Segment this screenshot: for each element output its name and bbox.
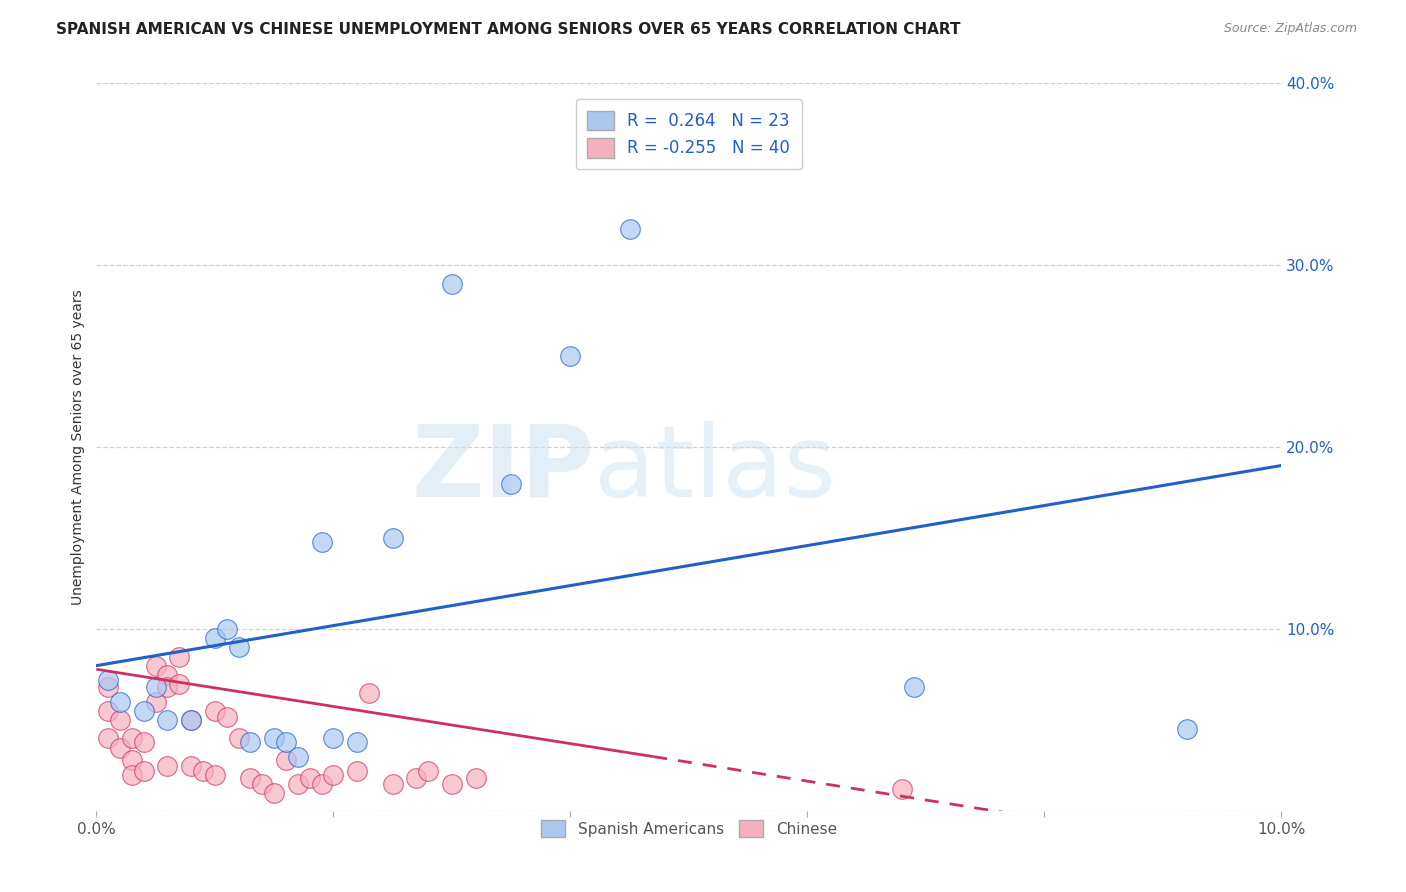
- Point: [381, 777, 404, 791]
- Point: [560, 349, 582, 363]
- Point: [405, 772, 427, 786]
- Point: [97, 681, 120, 695]
- Point: [287, 749, 309, 764]
- Point: [180, 713, 202, 727]
- Point: [274, 753, 297, 767]
- Point: [464, 772, 486, 786]
- Point: [287, 777, 309, 791]
- Point: [180, 758, 202, 772]
- Point: [903, 681, 925, 695]
- Point: [132, 704, 155, 718]
- Legend: Spanish Americans, Chinese: Spanish Americans, Chinese: [534, 814, 844, 844]
- Point: [132, 735, 155, 749]
- Point: [156, 713, 179, 727]
- Point: [97, 704, 120, 718]
- Point: [298, 772, 321, 786]
- Point: [145, 658, 167, 673]
- Point: [322, 731, 344, 746]
- Point: [191, 764, 214, 779]
- Point: [263, 786, 285, 800]
- Point: [311, 535, 333, 549]
- Point: [169, 649, 191, 664]
- Y-axis label: Unemployment Among Seniors over 65 years: Unemployment Among Seniors over 65 years: [72, 289, 86, 605]
- Point: [252, 777, 274, 791]
- Point: [501, 476, 523, 491]
- Point: [108, 695, 131, 709]
- Point: [311, 777, 333, 791]
- Point: [239, 772, 262, 786]
- Point: [346, 735, 368, 749]
- Point: [215, 709, 238, 723]
- Point: [357, 686, 380, 700]
- Point: [346, 764, 368, 779]
- Point: [169, 677, 191, 691]
- Point: [156, 758, 179, 772]
- Text: Source: ZipAtlas.com: Source: ZipAtlas.com: [1223, 22, 1357, 36]
- Point: [145, 681, 167, 695]
- Text: SPANISH AMERICAN VS CHINESE UNEMPLOYMENT AMONG SENIORS OVER 65 YEARS CORRELATION: SPANISH AMERICAN VS CHINESE UNEMPLOYMENT…: [56, 22, 960, 37]
- Point: [121, 753, 143, 767]
- Point: [239, 735, 262, 749]
- Point: [1175, 723, 1198, 737]
- Point: [215, 622, 238, 636]
- Point: [97, 731, 120, 746]
- Point: [322, 768, 344, 782]
- Point: [108, 740, 131, 755]
- Point: [204, 704, 226, 718]
- Text: atlas: atlas: [595, 421, 835, 517]
- Text: ZIP: ZIP: [411, 421, 595, 517]
- Point: [156, 681, 179, 695]
- Point: [156, 667, 179, 681]
- Point: [132, 764, 155, 779]
- Point: [204, 768, 226, 782]
- Point: [440, 777, 463, 791]
- Point: [263, 731, 285, 746]
- Point: [274, 735, 297, 749]
- Point: [619, 222, 641, 236]
- Point: [108, 713, 131, 727]
- Point: [418, 764, 440, 779]
- Point: [381, 531, 404, 545]
- Point: [145, 695, 167, 709]
- Point: [121, 768, 143, 782]
- Point: [228, 640, 250, 655]
- Point: [121, 731, 143, 746]
- Point: [204, 632, 226, 646]
- Point: [228, 731, 250, 746]
- Point: [180, 713, 202, 727]
- Point: [97, 673, 120, 688]
- Point: [440, 277, 463, 291]
- Point: [891, 782, 914, 797]
